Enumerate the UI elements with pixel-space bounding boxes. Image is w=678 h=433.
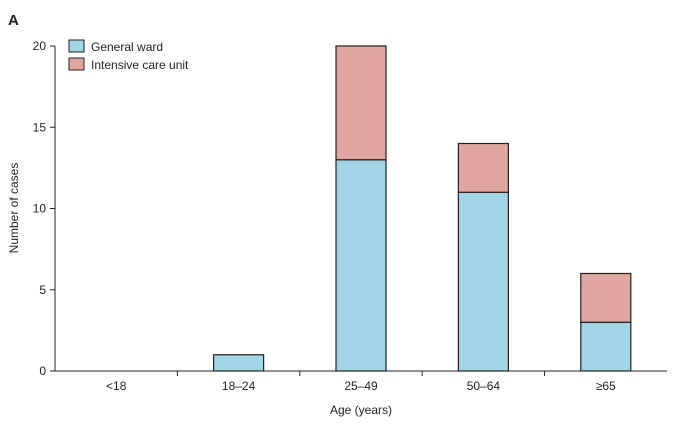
y-tick-label: 0	[39, 364, 46, 378]
y-tick-label: 10	[33, 202, 47, 216]
x-tick-label-18-24: 18–24	[222, 379, 256, 393]
legend-label-general-ward: General ward	[91, 40, 163, 54]
bar-general-ward-18-24	[213, 354, 265, 372]
bar-general-ward-50-64	[457, 191, 509, 372]
bar-intensive-care-unit-65-plus	[580, 272, 632, 323]
bar-intensive-care-unit-25-49	[335, 45, 387, 161]
y-axis: 0 5 10 15 20	[33, 39, 56, 378]
y-tick-label: 20	[33, 39, 47, 53]
panel-label: A	[8, 12, 19, 29]
x-axis-title: Age (years)	[330, 403, 392, 417]
x-tick-label-50-64: 50–64	[467, 379, 501, 393]
y-axis-title: Number of cases	[7, 163, 21, 254]
legend: General ward Intensive care unit	[68, 39, 189, 72]
x-axis: <18 18–24 25–49 50–64 ≥65	[55, 370, 667, 393]
x-tick-label-under-18: <18	[106, 379, 127, 393]
y-tick-label: 5	[39, 283, 46, 297]
legend-swatch-general-ward	[68, 39, 85, 53]
legend-label-icu: Intensive care unit	[91, 58, 189, 72]
y-tick-label: 15	[33, 120, 47, 134]
bar-general-ward-65-plus	[580, 321, 632, 372]
x-tick-label-25-49: 25–49	[344, 379, 378, 393]
bar-intensive-care-unit-50-64	[457, 142, 509, 193]
bars-group	[213, 45, 632, 372]
legend-swatch-icu	[68, 57, 85, 71]
x-tick-label-65-plus: ≥65	[596, 379, 616, 393]
bar-general-ward-25-49	[335, 159, 387, 372]
